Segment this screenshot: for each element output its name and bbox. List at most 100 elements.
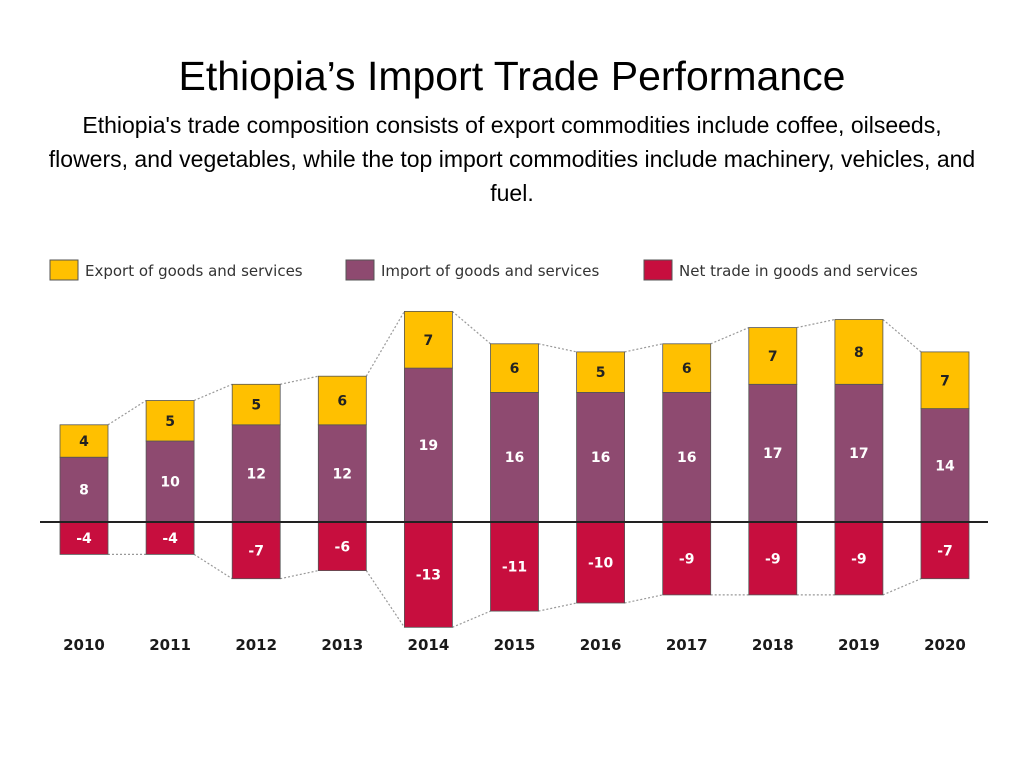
connector-bottom-2016	[624, 594, 663, 604]
connector-top-2014	[452, 310, 491, 345]
connector-bottom-2013	[365, 570, 405, 628]
connector-top-2018	[796, 318, 836, 329]
bar-net-2019	[834, 521, 884, 596]
chart-legend: Export of goods and services Import of go…	[49, 259, 918, 281]
label-export-2013: 6	[337, 394, 347, 410]
connector-bottom-2015	[538, 602, 577, 612]
connector-top-2019	[882, 319, 922, 353]
label-export-2012: 5	[251, 398, 261, 414]
label-import-2012: 12	[246, 466, 265, 482]
label-net-2010: -4	[76, 531, 92, 547]
connector-bottom-2014	[452, 610, 491, 628]
label-net-2013: -6	[335, 539, 351, 555]
bar-import-2014	[403, 367, 453, 523]
tick-label-2015: 2015	[494, 636, 536, 654]
tick-label-2012: 2012	[235, 636, 277, 654]
tick-label-2011: 2011	[149, 636, 191, 654]
label-import-2019: 17	[849, 446, 868, 462]
bar-export-2013	[317, 375, 367, 426]
connector-bottom-2012	[280, 570, 319, 580]
connector-top-2011	[193, 383, 233, 402]
bar-net-2017	[662, 521, 712, 596]
tick-label-2016: 2016	[580, 636, 622, 654]
label-export-2017: 6	[682, 361, 692, 377]
bar-net-2018	[748, 521, 798, 596]
legend-swatch-net	[643, 259, 673, 281]
connector-top-2015	[538, 343, 577, 353]
bar-export-2015	[490, 343, 539, 393]
label-net-2016: -10	[588, 556, 614, 572]
bar-export-2019	[834, 319, 884, 385]
label-import-2016: 16	[591, 450, 610, 466]
bar-export-2011	[145, 400, 195, 442]
label-export-2018: 7	[768, 349, 778, 365]
bar-net-2020	[920, 521, 970, 580]
tick-label-2013: 2013	[321, 636, 363, 654]
legend-swatch-export	[49, 259, 79, 281]
bar-import-2015	[490, 391, 539, 523]
bar-export-2010	[59, 424, 109, 458]
label-net-2014: -13	[416, 568, 441, 584]
bar-import-2016	[576, 391, 625, 523]
label-import-2013: 12	[333, 466, 352, 482]
label-import-2010: 8	[79, 483, 89, 499]
label-import-2018: 17	[763, 446, 782, 462]
connector-lines	[107, 310, 922, 628]
legend-swatch-import	[345, 259, 375, 281]
connector-top-2010	[107, 399, 147, 426]
bar-net-2012	[231, 521, 281, 580]
bar-export-2020	[920, 351, 970, 409]
connector-top-2016	[624, 343, 663, 353]
connector-top-2012	[280, 375, 319, 385]
label-import-2011: 10	[160, 475, 180, 491]
chart-bars: 4 8 -4 5 10 -4 5 12 -7 6 12 -6 7 19 -13 6 16 -11 5 16 -10 6 16…	[59, 310, 970, 628]
label-export-2019: 8	[854, 345, 864, 361]
legend-label-import: Import of goods and services	[381, 262, 599, 280]
slide-subtitle: Ethiopia's trade composition consists of…	[48, 112, 976, 206]
label-net-2020: -7	[937, 543, 953, 559]
bar-net-2016	[576, 521, 625, 604]
label-export-2010: 4	[79, 434, 89, 450]
label-net-2017: -9	[679, 551, 695, 567]
bar-net-2014	[403, 521, 453, 628]
label-import-2015: 16	[505, 450, 524, 466]
bar-net-2013	[317, 521, 367, 571]
legend-label-export: Export of goods and services	[85, 262, 303, 280]
bar-export-2014	[403, 310, 453, 369]
label-net-2018: -9	[765, 551, 781, 567]
tick-label-2014: 2014	[408, 636, 450, 654]
label-export-2015: 6	[510, 361, 520, 377]
label-export-2011: 5	[165, 414, 175, 430]
tick-label-2010: 2010	[63, 636, 105, 654]
bar-export-2016	[576, 351, 625, 393]
label-net-2012: -7	[248, 543, 264, 559]
bar-import-2017	[662, 391, 712, 523]
bar-import-2018	[748, 383, 798, 523]
legend-label-net: Net trade in goods and services	[679, 262, 918, 280]
bar-export-2017	[662, 343, 712, 393]
connector-bottom-2011	[193, 553, 233, 580]
label-net-2015: -11	[502, 560, 527, 576]
label-import-2014: 19	[419, 438, 438, 454]
label-export-2016: 5	[596, 365, 606, 381]
tick-label-2017: 2017	[666, 636, 708, 654]
label-import-2017: 16	[677, 450, 696, 466]
label-net-2011: -4	[162, 531, 178, 547]
connector-top-2017	[710, 327, 750, 345]
bar-import-2020	[920, 408, 970, 523]
bar-export-2012	[231, 383, 281, 426]
bar-import-2013	[317, 424, 367, 523]
tick-label-2020: 2020	[924, 636, 966, 654]
bar-net-2015	[490, 521, 539, 612]
label-net-2019: -9	[851, 551, 867, 567]
label-export-2020: 7	[940, 373, 950, 389]
tick-label-2019: 2019	[838, 636, 880, 654]
bar-import-2012	[231, 424, 281, 523]
bar-net-2010	[59, 521, 109, 555]
connector-top-2013	[365, 311, 405, 377]
label-import-2020: 14	[935, 458, 955, 474]
tick-label-2018: 2018	[752, 636, 794, 654]
label-export-2014: 7	[424, 333, 434, 349]
x-axis-ticks: 2010 2011 2012 2013 2014 2015 2016 2017 2018 2019…	[63, 636, 966, 654]
